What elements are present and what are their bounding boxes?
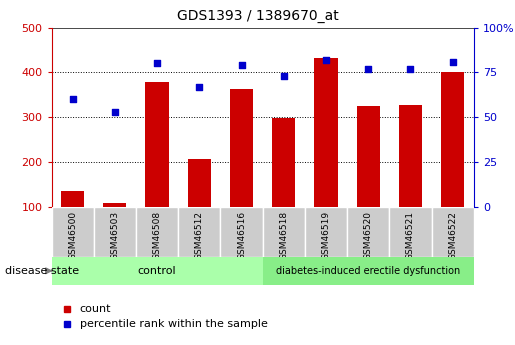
Text: GSM46500: GSM46500 [68,211,77,260]
Point [153,61,161,66]
Text: disease state: disease state [5,266,79,276]
Text: GSM46516: GSM46516 [237,211,246,260]
Text: count: count [80,304,111,314]
Bar [220,207,263,257]
Bar [272,118,296,207]
Text: percentile rank within the sample: percentile rank within the sample [80,319,268,329]
Bar [103,203,127,207]
Point [195,84,203,90]
Bar [187,159,211,207]
Bar [263,207,305,257]
Text: GSM46520: GSM46520 [364,211,373,260]
Text: GSM46522: GSM46522 [448,211,457,260]
Bar [178,207,220,257]
Bar [94,207,136,257]
Text: GSM46508: GSM46508 [152,211,162,260]
Point [449,59,457,65]
Text: GSM46521: GSM46521 [406,211,415,260]
Bar [432,207,474,257]
Bar [356,106,380,207]
Bar [441,72,465,207]
Bar [347,207,389,257]
Text: GDS1393 / 1389670_at: GDS1393 / 1389670_at [177,9,338,23]
Bar [399,105,422,207]
Bar [61,191,84,207]
Bar [52,257,263,285]
Bar [263,257,474,285]
Bar [305,207,347,257]
Bar [389,207,432,257]
Text: GSM46518: GSM46518 [279,211,288,260]
Bar [230,89,253,207]
Point [280,73,288,79]
Text: GSM46503: GSM46503 [110,211,119,260]
Bar [145,82,169,207]
Text: GSM46519: GSM46519 [321,211,331,260]
Text: diabetes-induced erectile dysfunction: diabetes-induced erectile dysfunction [276,266,460,276]
Point [111,109,119,115]
Point [237,62,246,68]
Bar [314,58,338,207]
Point [322,57,330,63]
Text: control: control [138,266,176,276]
Bar [52,207,94,257]
Point [68,97,77,102]
Point [364,66,372,72]
Text: GSM46512: GSM46512 [195,211,204,260]
Point [406,66,415,72]
Bar [136,207,178,257]
